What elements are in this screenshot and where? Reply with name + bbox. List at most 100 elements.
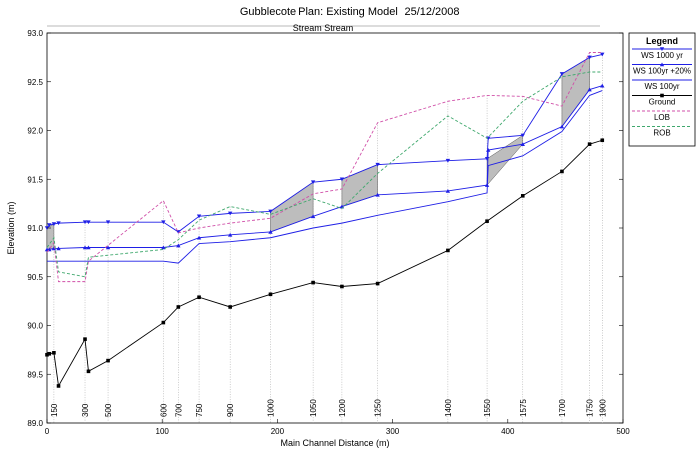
data-point: [228, 305, 232, 309]
y-tick-label: 93.0: [27, 29, 43, 38]
section-label: 150: [50, 403, 59, 417]
section-label: 900: [226, 403, 235, 417]
data-point: [161, 220, 166, 225]
data-point: [82, 245, 88, 250]
data-point: [587, 55, 592, 60]
y-tick-label: 89.0: [27, 419, 43, 428]
section-label: 1250: [374, 399, 383, 417]
data-point: [268, 229, 273, 234]
y-tick-label: 91.0: [27, 224, 43, 233]
data-point: [486, 136, 491, 141]
series-layer: [44, 52, 605, 388]
section-label: 1050: [309, 399, 318, 417]
legend-entry-marker: [659, 62, 665, 67]
data-point: [86, 220, 91, 225]
x-tick-label: 500: [616, 427, 630, 436]
section-label: 300: [81, 403, 90, 417]
series-line-1: [47, 85, 603, 250]
data-point: [340, 284, 344, 289]
data-point: [520, 142, 525, 146]
y-tick-label: 92.0: [27, 127, 43, 136]
data-point: [56, 384, 61, 388]
section-label: 1550: [483, 399, 492, 417]
data-point: [520, 133, 525, 138]
legend: Legend WS 1000 yr WS 100yr +20% WS 100yr Gr…: [628, 32, 696, 147]
x-tick-label: 0: [45, 427, 50, 436]
section-label: 1575: [519, 399, 528, 417]
data-point: [83, 337, 87, 341]
legend-title: Legend: [646, 36, 678, 46]
axis-layer: 89.0 89.5 90.0 90.5 91.0 91.5 92.0 92.5 93.0 0 100…: [27, 29, 630, 436]
data-point: [600, 138, 605, 143]
data-point: [105, 220, 111, 225]
chart-title: Stream Stream: [293, 23, 354, 33]
header-date: 25/12/2008: [404, 6, 459, 18]
data-point: [520, 194, 525, 198]
data-point: [56, 246, 61, 251]
header-project: Gubblecote: [240, 6, 296, 18]
data-point: [587, 142, 592, 146]
y-tick-label: 90.0: [27, 322, 43, 331]
data-point: [445, 158, 451, 163]
section-label: 600: [159, 403, 168, 417]
legend-entry-label: ROB: [653, 129, 670, 138]
section-label: 1900: [598, 399, 607, 417]
section-label: 500: [104, 403, 113, 417]
legend-entry-marker: [659, 47, 665, 51]
section-label: 1400: [444, 399, 453, 417]
series-line-2: [47, 90, 603, 264]
section-label: 1700: [558, 399, 567, 417]
header-plan: Plan: Existing Model: [298, 6, 398, 18]
data-point: [559, 72, 565, 76]
legend-entry-marker: [660, 93, 664, 98]
data-point: [375, 281, 380, 286]
data-point: [51, 246, 57, 251]
data-point: [47, 351, 52, 356]
data-point: [268, 292, 273, 297]
data-point: [375, 192, 380, 197]
data-point: [587, 87, 592, 92]
data-point: [161, 320, 166, 325]
data-point: [600, 52, 605, 57]
series-line-4: [46, 52, 603, 283]
legend-items: WS 1000 yr WS 100yr +20% WS 100yr Ground LOB…: [632, 47, 692, 138]
data-point: [176, 305, 181, 309]
section-label: 700: [174, 403, 183, 417]
y-tick-label: 91.5: [27, 175, 43, 184]
data-point: [161, 245, 166, 250]
x-tick-label: 400: [501, 427, 515, 436]
data-point: [485, 219, 489, 223]
data-point: [445, 188, 451, 193]
section-label: 1750: [586, 399, 595, 417]
legend-entry-label: WS 1000 yr: [641, 51, 683, 60]
data-point: [86, 369, 91, 374]
data-point: [486, 148, 491, 152]
section-guide-layer: 150 300 500 600 700 750 900 1000 1050 1200 1250 140…: [50, 52, 607, 423]
data-point: [56, 221, 61, 226]
legend-box: [628, 32, 696, 147]
data-point: [82, 220, 88, 225]
data-point: [45, 352, 49, 357]
data-point: [196, 214, 202, 219]
data-point: [176, 243, 181, 248]
data-point: [106, 358, 110, 363]
data-point: [339, 177, 345, 182]
legend-entry-label: WS 100yr: [644, 82, 679, 91]
data-point: [310, 214, 316, 219]
data-point: [227, 232, 233, 237]
x-tick-label: 300: [386, 427, 400, 436]
data-point: [600, 83, 605, 88]
section-label: 750: [195, 403, 204, 417]
series-line-0: [46, 54, 603, 233]
data-point: [196, 235, 202, 240]
data-point: [105, 245, 111, 250]
section-label: 1000: [266, 399, 275, 417]
data-point: [86, 245, 91, 250]
data-point: [51, 222, 57, 227]
data-point: [227, 211, 233, 216]
section-label: 1200: [338, 399, 347, 417]
data-point: [375, 162, 380, 167]
data-point: [47, 223, 52, 228]
data-point: [560, 169, 564, 174]
